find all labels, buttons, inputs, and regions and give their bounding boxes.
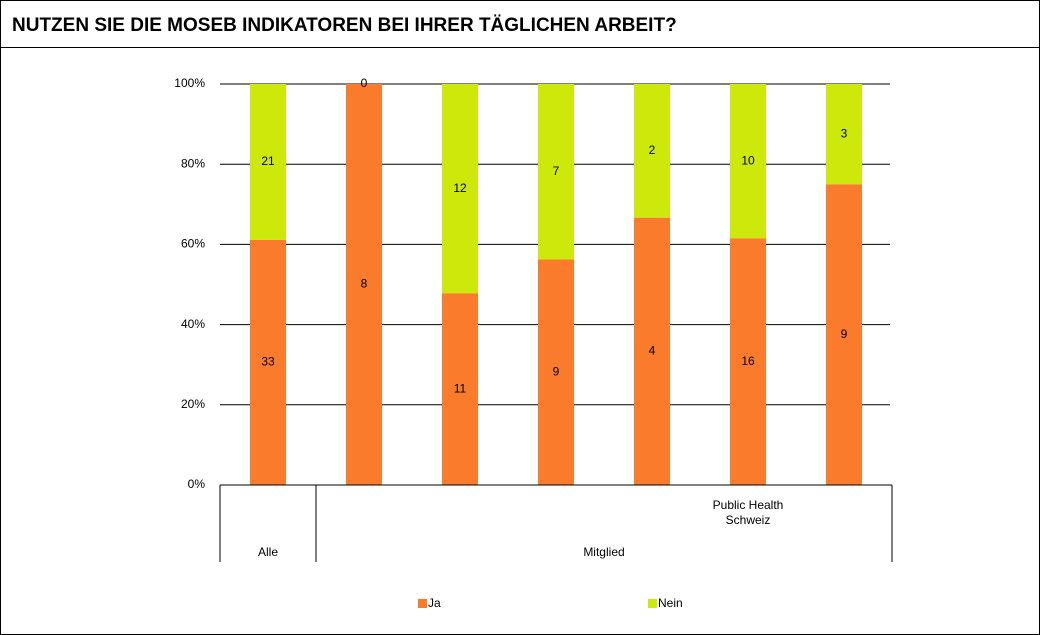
legend-swatch (418, 599, 427, 608)
data-label: 10 (741, 153, 755, 167)
bar-segment (634, 84, 670, 218)
bar-segment (442, 293, 478, 485)
y-tick-label: 100% (174, 76, 205, 90)
data-label: 8 (361, 277, 368, 291)
data-label: 12 (453, 181, 467, 195)
data-label: 33 (261, 355, 275, 369)
y-tick-label: 60% (181, 237, 205, 251)
data-label: 11 (454, 381, 467, 395)
bar-segment (538, 84, 574, 260)
y-tick-label: 80% (181, 156, 205, 170)
label-line: Public Health (713, 498, 784, 512)
bar-segment (250, 84, 286, 240)
bar-segment (730, 238, 766, 485)
y-tick-label: 20% (181, 397, 205, 411)
bar-segment (346, 84, 382, 485)
bar-segment (826, 84, 862, 185)
bar-segment (442, 84, 478, 294)
data-label: 7 (553, 164, 560, 178)
bar-segment (250, 239, 286, 485)
data-label: 4 (649, 344, 656, 358)
legend-label: Ja (428, 596, 441, 610)
legend-label: Nein (658, 596, 683, 610)
data-label: 3 (841, 126, 848, 140)
chart-title: NUTZEN SIE DIE MOSEB INDIKATOREN BEI IHR… (12, 15, 677, 36)
data-label: 0 (361, 76, 368, 90)
y-tick-label: 0% (188, 477, 206, 491)
x-tick-label: Public Health Schweiz (713, 498, 784, 527)
group-label: Alle (258, 545, 278, 559)
data-label: 9 (841, 327, 848, 341)
bar-segment (826, 184, 862, 485)
label-line: Schweiz (726, 513, 771, 527)
y-tick-label: 40% (181, 317, 205, 331)
bar-segment (730, 84, 766, 239)
data-label: 2 (649, 143, 656, 157)
data-label: 9 (553, 364, 560, 378)
group-label: Mitglied (583, 545, 624, 559)
legend-swatch (648, 599, 657, 608)
bar-segment (634, 217, 670, 485)
bar-segment (538, 259, 574, 485)
data-label: 21 (261, 154, 275, 168)
data-label: 16 (741, 354, 755, 368)
